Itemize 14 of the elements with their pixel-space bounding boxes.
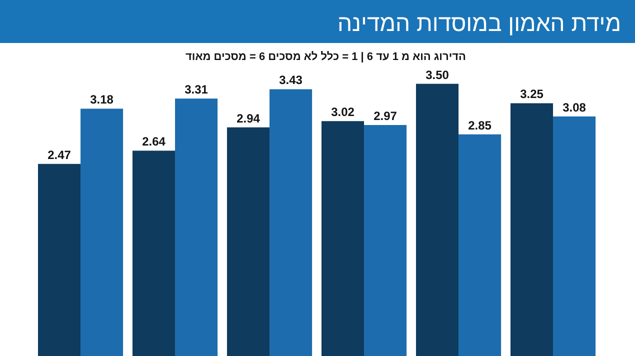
data-label: 2.85 — [468, 118, 492, 132]
data-label: 2.47 — [48, 148, 72, 162]
data-label: 3.02 — [331, 105, 355, 120]
data-label: 3.50 — [426, 68, 450, 82]
data-label: 3.08 — [562, 100, 586, 114]
data-label: 3.18 — [90, 92, 114, 107]
data-label: 3.25 — [520, 87, 544, 102]
data-label: 2.94 — [236, 111, 260, 126]
data-label: 3.43 — [279, 73, 303, 88]
chart-title: מידת האמון במוסדות המדינה — [337, 10, 621, 36]
chart-subtitle: הדירוג הוא מ 1 עד 6 | 1 = כלל לא מסכים 6 = מסכים מאוד — [185, 51, 466, 63]
data-label: 3.31 — [184, 82, 208, 97]
data-label: 2.97 — [374, 109, 398, 124]
data-label: 2.64 — [142, 134, 166, 149]
